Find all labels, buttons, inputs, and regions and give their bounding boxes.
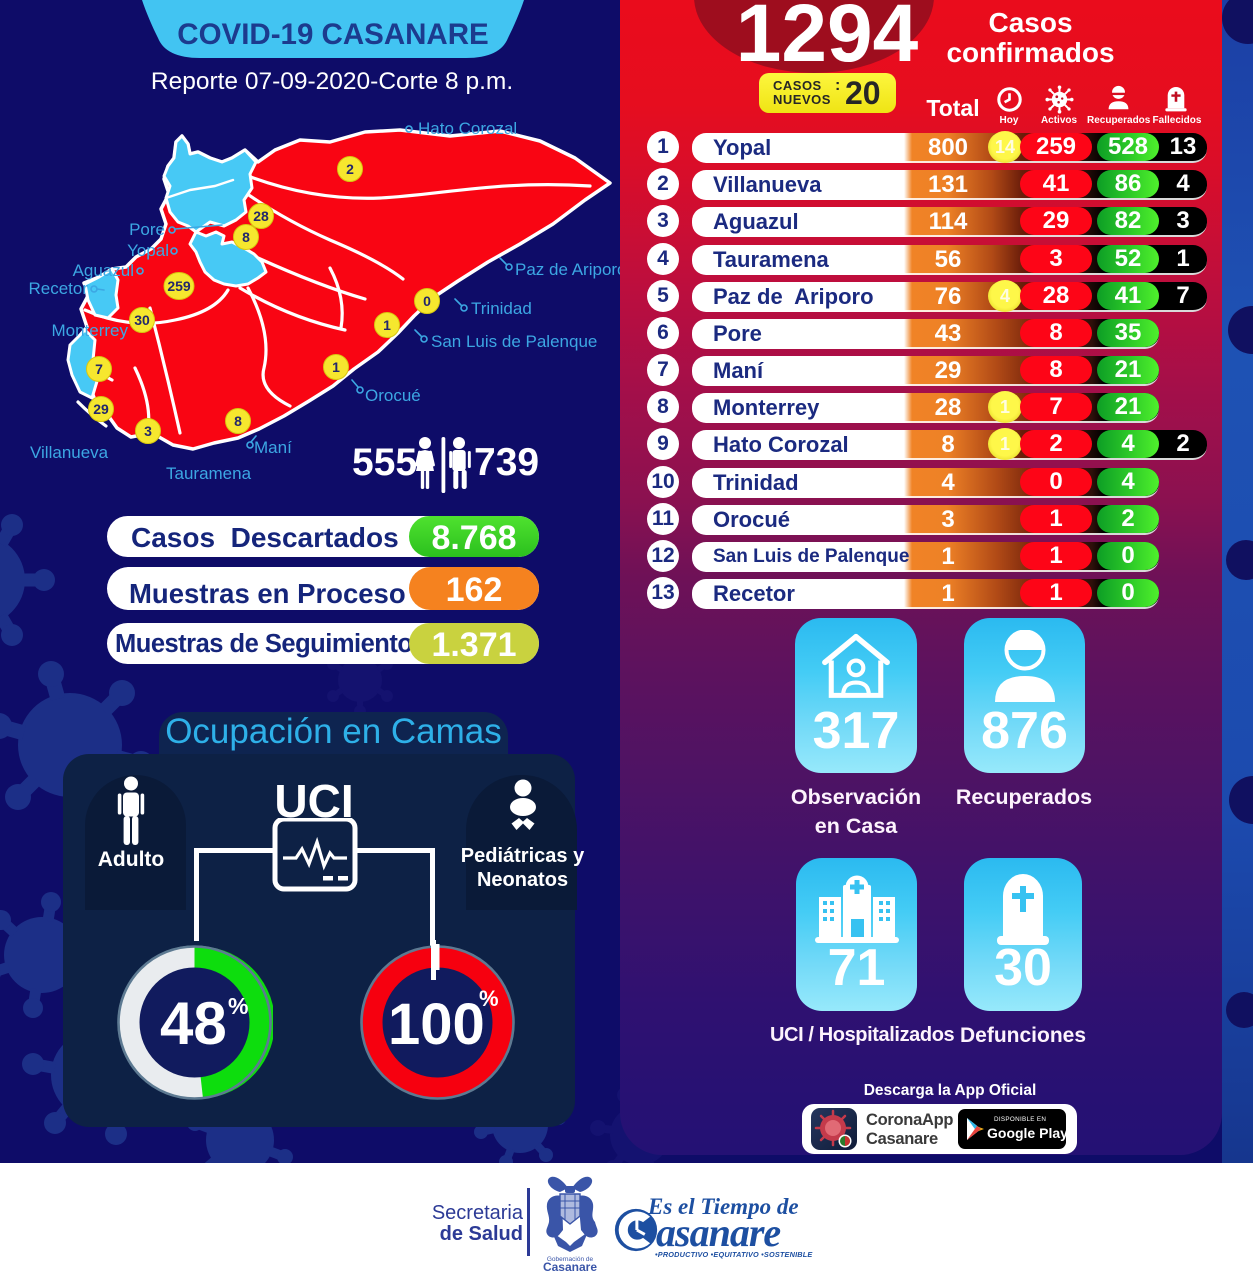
svg-text:Trinidad: Trinidad: [471, 299, 532, 318]
svg-text:Paz de Ariporo: Paz de Ariporo: [515, 260, 620, 279]
svg-text:100: 100: [388, 992, 485, 1057]
svg-text:Orocué: Orocué: [365, 386, 421, 405]
svg-text:Villanueva: Villanueva: [30, 443, 109, 462]
svg-text:Aguazul: Aguazul: [73, 261, 134, 280]
svg-text:Tauramena: Tauramena: [166, 464, 252, 483]
svg-text:2: 2: [346, 161, 354, 177]
svg-text:Yopal: Yopal: [127, 241, 169, 260]
svg-text:28: 28: [253, 208, 269, 224]
svg-text:1: 1: [383, 317, 391, 333]
svg-text:Pore: Pore: [129, 220, 165, 239]
svg-text:259: 259: [167, 278, 191, 294]
svg-text:1: 1: [332, 359, 340, 375]
svg-text:8: 8: [242, 229, 250, 245]
svg-text:48: 48: [160, 990, 227, 1057]
svg-text:29: 29: [93, 401, 109, 417]
svg-text:COVID-19 CASANARE: COVID-19 CASANARE: [177, 18, 488, 51]
svg-text:San Luis de Palenque: San Luis de Palenque: [431, 332, 597, 351]
svg-text:0: 0: [423, 293, 431, 309]
svg-text:8: 8: [234, 413, 242, 429]
svg-text:Casanare: Casanare: [543, 1260, 597, 1274]
svg-text:Monterrey: Monterrey: [51, 321, 128, 340]
svg-text:Recetor: Recetor: [28, 279, 88, 298]
svg-text:Maní: Maní: [254, 438, 292, 457]
svg-text:%: %: [228, 993, 248, 1019]
svg-text:30: 30: [134, 312, 150, 328]
svg-text:3: 3: [144, 423, 152, 439]
svg-text:7: 7: [95, 361, 103, 377]
svg-text:%: %: [479, 986, 499, 1011]
svg-text:Hato Corozal: Hato Corozal: [418, 119, 517, 138]
svg-text:Gobernación de: Gobernación de: [547, 1256, 594, 1263]
